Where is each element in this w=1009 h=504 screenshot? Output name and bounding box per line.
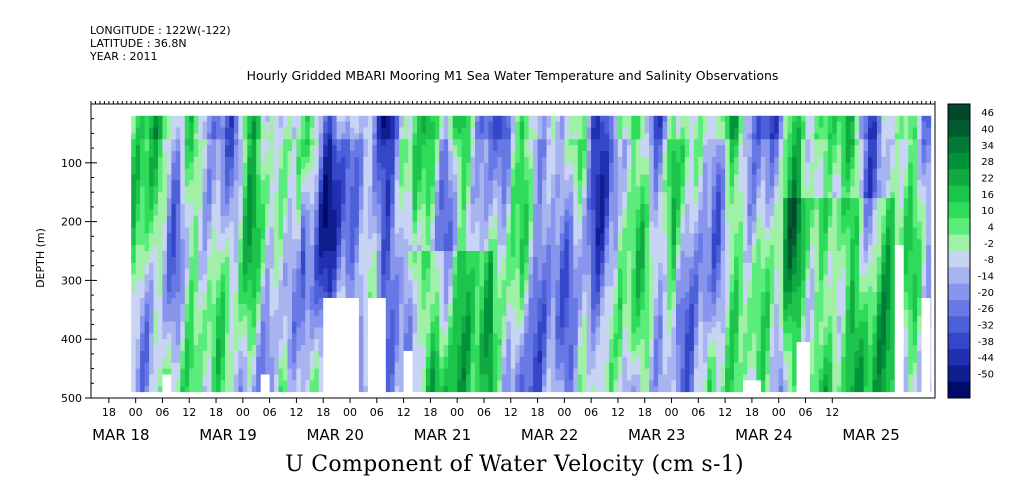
- axes: 18 00 06 12 18 00 06 12 18 00 06 12 18 00 06 12 18 00 06 12…: [61, 101, 936, 444]
- x-hour-tick-label: 06: [370, 406, 384, 419]
- colorbar-label: -26: [978, 304, 994, 315]
- colorbar-label: 46: [981, 108, 994, 119]
- year-label: YEAR : 2011: [90, 50, 158, 63]
- colorbar-label: 40: [981, 125, 994, 136]
- x-date-label: MAR 24: [735, 426, 792, 444]
- x-hour-tick-label: 12: [718, 406, 732, 419]
- x-hour-tick-label: 00: [772, 406, 786, 419]
- colorbar-swatch: [948, 218, 970, 235]
- colorbar-swatch: [948, 349, 970, 366]
- x-date-label: MAR 21: [414, 426, 471, 444]
- y-tick-label: 100: [61, 157, 82, 170]
- x-hour-tick-label: 06: [477, 406, 491, 419]
- x-hour-tick-label: 18: [316, 406, 330, 419]
- colorbar-swatch: [948, 381, 970, 399]
- colorbar-swatch: [948, 169, 970, 186]
- colorbar-swatch: [948, 267, 970, 284]
- longitude-label: LONGITUDE : 122W(-122): [90, 24, 231, 37]
- latitude-label: LATITUDE : 36.8N: [90, 37, 187, 50]
- x-hour-tick-label: 18: [209, 406, 223, 419]
- x-hour-tick-label: 18: [745, 406, 759, 419]
- x-hour-tick-label: 18: [102, 406, 116, 419]
- colorbar-swatch: [948, 316, 970, 333]
- x-hour-tick-label: 12: [289, 406, 303, 419]
- colorbar-label: 4: [988, 223, 994, 234]
- x-axis-label: U Component of Water Velocity (cm s-1): [285, 452, 744, 477]
- chart-title: Hourly Gridded MBARI Mooring M1 Sea Wate…: [246, 68, 779, 83]
- colorbar-label: -2: [984, 239, 994, 250]
- x-hour-tick-label: 06: [691, 406, 705, 419]
- x-hour-tick-label: 00: [129, 406, 143, 419]
- x-date-label: MAR 25: [842, 426, 899, 444]
- colorbar-label: 34: [981, 141, 994, 152]
- x-hour-tick-label: 12: [504, 406, 518, 419]
- x-hour-tick-label: 18: [531, 406, 545, 419]
- colorbar-swatch: [948, 283, 970, 301]
- x-hour-tick-label: 06: [798, 406, 812, 419]
- colorbar-swatch: [948, 153, 970, 170]
- colorbar-swatch: [948, 234, 970, 252]
- x-hour-tick-label: 06: [263, 406, 277, 419]
- colorbar-swatch: [948, 332, 970, 350]
- colorbar-swatch: [948, 104, 970, 121]
- x-hour-tick-label: 00: [665, 406, 679, 419]
- x-hour-tick-label: 12: [397, 406, 411, 419]
- x-hour-tick-label: 00: [557, 406, 571, 419]
- colorbar-swatch: [948, 120, 970, 137]
- y-axis-label: DEPTH (m): [34, 228, 47, 288]
- x-date-label: MAR 22: [521, 426, 578, 444]
- x-date-label: MAR 20: [306, 426, 363, 444]
- x-hour-tick-label: 12: [182, 406, 196, 419]
- colorbar-swatch: [948, 136, 970, 154]
- x-date-label: MAR 19: [199, 426, 256, 444]
- colorbar-label: -20: [978, 288, 994, 299]
- colorbar-label: 10: [981, 206, 994, 217]
- y-tick-label: 400: [61, 333, 82, 346]
- x-hour-tick-label: 18: [423, 406, 437, 419]
- x-hour-tick-label: 12: [611, 406, 625, 419]
- colorbar-label: 22: [981, 174, 994, 185]
- x-hour-tick-label: 00: [343, 406, 357, 419]
- x-hour-tick-label: 00: [236, 406, 250, 419]
- y-tick-label: 300: [61, 274, 82, 287]
- colorbar-label: -50: [978, 370, 994, 381]
- colorbar-swatch: [948, 185, 970, 203]
- colorbar-swatch: [948, 300, 970, 317]
- x-hour-tick-label: 06: [584, 406, 598, 419]
- colorbar-swatch: [948, 202, 970, 219]
- colorbar-label: -32: [978, 321, 994, 332]
- y-tick-label: 500: [61, 392, 82, 405]
- heatmap-field: [92, 115, 935, 398]
- x-hour-tick-label: 12: [825, 406, 839, 419]
- colorbar-swatch: [948, 365, 970, 382]
- y-tick-label: 200: [61, 216, 82, 229]
- x-hour-tick-label: 06: [155, 406, 169, 419]
- x-hour-tick-label: 18: [638, 406, 652, 419]
- colorbar-label: -38: [978, 337, 994, 348]
- colorbar-label: -8: [984, 255, 994, 266]
- colorbar-swatch: [948, 251, 970, 268]
- colorbar-label: -14: [978, 272, 994, 283]
- x-date-label: MAR 18: [92, 426, 149, 444]
- colorbar-label: 16: [981, 190, 994, 201]
- x-date-label: MAR 23: [628, 426, 685, 444]
- x-hour-tick-label: 00: [450, 406, 464, 419]
- colorbar-label: -44: [978, 353, 994, 364]
- colorbar-label: 28: [981, 157, 994, 168]
- colorbar: 46 40 34 28 22 16 10 4 -2 -8 -14 -20 -26 -32 -38 -44 -50: [947, 103, 994, 399]
